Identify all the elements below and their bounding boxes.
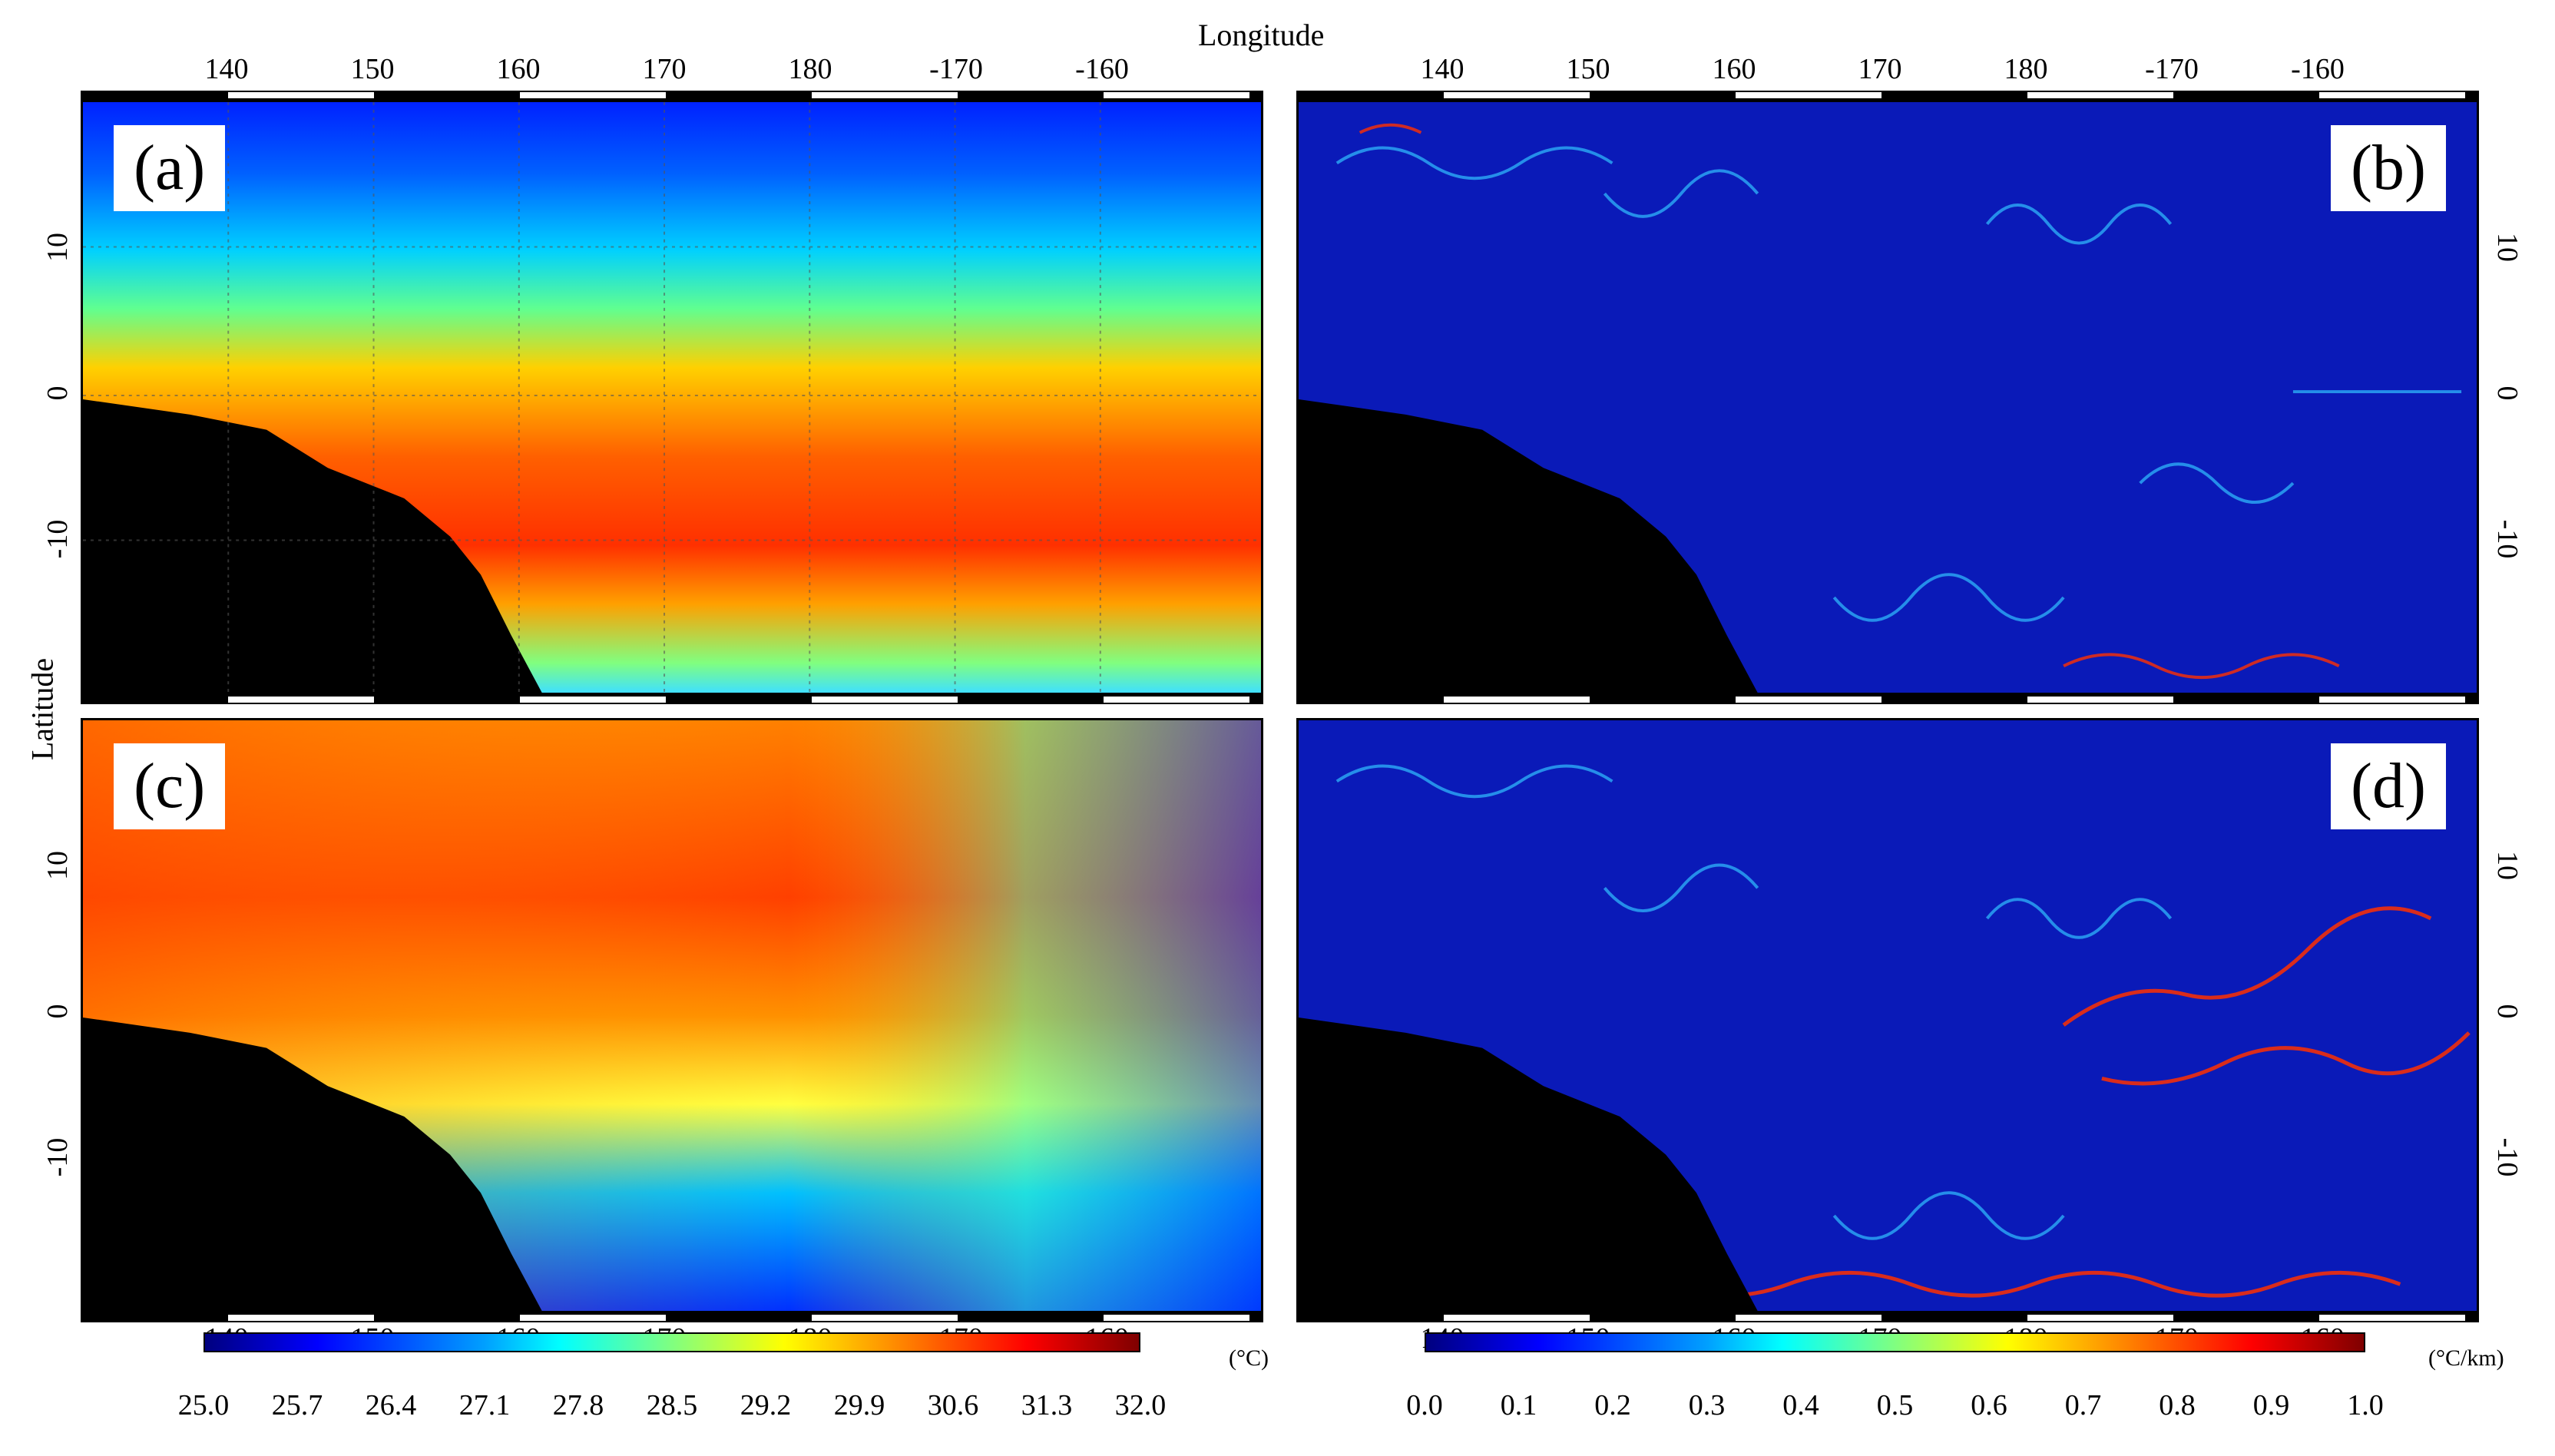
colorbar-tick-label: 0.9 xyxy=(2252,1389,2290,1421)
panel-d-gradient-map: (d) xyxy=(1296,718,2479,1313)
colorbar-tick-label: 26.4 xyxy=(365,1389,417,1421)
colorbar-tick-label: 0.7 xyxy=(2064,1389,2102,1421)
lat-tick-label: 0 xyxy=(41,386,74,401)
panel-a-sst-map: (a) xyxy=(81,100,1263,695)
lon-tick-label: -160 xyxy=(2291,53,2345,85)
lon-tick-label: 140 xyxy=(204,53,249,85)
colorbar-tick-label: 0.8 xyxy=(2159,1389,2196,1421)
sst-map-c xyxy=(83,720,1261,1311)
top-frame-bar-right xyxy=(1296,91,2479,100)
panel-c-sst-map: (c) xyxy=(81,718,1263,1313)
colorbar-tick-label: 1.0 xyxy=(2347,1389,2384,1421)
colorbar-tick-label: 25.0 xyxy=(177,1389,230,1421)
gradient-map-b xyxy=(1299,102,2477,693)
colorbar-tick-label: 29.2 xyxy=(740,1389,792,1421)
colorbar-tick-label: 27.8 xyxy=(552,1389,604,1421)
colorbar-tick-label: 29.9 xyxy=(833,1389,885,1421)
lon-tick-label: 150 xyxy=(1566,53,1610,85)
lat-tick-label: 10 xyxy=(41,233,74,262)
colorbar-tick-label: 30.6 xyxy=(927,1389,979,1421)
colorbar-tick-label: 0.2 xyxy=(1594,1389,1631,1421)
sst-map-a xyxy=(83,102,1261,693)
colorbar-tick-label: 31.3 xyxy=(1021,1389,1073,1421)
bottom-frame-bar-right xyxy=(1296,1313,2479,1322)
lat-tick-label: -10 xyxy=(2491,1137,2524,1177)
lat-tick-label: 0 xyxy=(41,1004,74,1019)
lon-tick-label: 150 xyxy=(350,53,395,85)
lon-tick-label: 170 xyxy=(642,53,687,85)
colorbar-tick-label: 0.6 xyxy=(1971,1389,2007,1421)
lon-tick-label: 180 xyxy=(788,53,832,85)
colorbar-sst-unit: (°C) xyxy=(1229,1345,1269,1371)
mid-frame-bar-left xyxy=(81,695,1263,704)
lon-tick-label: 160 xyxy=(496,53,541,85)
lat-tick-label: 10 xyxy=(2491,851,2524,880)
lon-tick-label: 170 xyxy=(1858,53,1902,85)
top-frame-bar-left xyxy=(81,91,1263,100)
lat-tick-label: 10 xyxy=(2491,233,2524,262)
lat-tick-label: -10 xyxy=(41,1137,74,1177)
colorbar-gradient xyxy=(1425,1332,2365,1352)
lon-tick-label: -170 xyxy=(2145,53,2199,85)
mid-frame-bar-right xyxy=(1296,695,2479,704)
gradient-map-d xyxy=(1299,720,2477,1311)
colorbar-tick-label: 27.1 xyxy=(458,1389,511,1421)
lat-tick-label: 0 xyxy=(2491,386,2524,401)
colorbar-tick-label: 32.0 xyxy=(1114,1389,1167,1421)
panel-label-d: (d) xyxy=(2331,743,2446,829)
lat-tick-label: 0 xyxy=(2491,1004,2524,1019)
colorbar-tick-label: 0.5 xyxy=(1876,1389,1914,1421)
colorbar-tick-label: 28.5 xyxy=(646,1389,698,1421)
lat-tick-label: 10 xyxy=(41,851,74,880)
colorbar-gradient-unit: (°C/km) xyxy=(2428,1345,2504,1371)
lon-tick-label: -170 xyxy=(929,53,983,85)
lon-tick-label: 160 xyxy=(1712,53,1756,85)
lon-tick-label: -160 xyxy=(1075,53,1129,85)
panel-label-c: (c) xyxy=(114,743,226,829)
x-axis-title: Longitude xyxy=(1198,18,1325,52)
lon-tick-label: 180 xyxy=(2004,53,2048,85)
colorbar-sst xyxy=(204,1332,1140,1352)
bottom-frame-bar-left xyxy=(81,1313,1263,1322)
panel-label-a: (a) xyxy=(114,125,226,211)
lat-tick-label: -10 xyxy=(2491,519,2524,559)
panel-b-gradient-map: (b) xyxy=(1296,100,2479,695)
colorbar-tick-label: 0.0 xyxy=(1406,1389,1443,1421)
y-axis-title: Latitude xyxy=(25,657,60,761)
lon-tick-label: 140 xyxy=(1420,53,1464,85)
colorbar-tick-label: 0.4 xyxy=(1782,1389,1819,1421)
lat-tick-label: -10 xyxy=(41,519,74,559)
panel-label-b: (b) xyxy=(2331,125,2446,211)
colorbar-tick-label: 0.3 xyxy=(1688,1389,1726,1421)
colorbar-tick-label: 25.7 xyxy=(271,1389,323,1421)
colorbar-tick-label: 0.1 xyxy=(1500,1389,1537,1421)
